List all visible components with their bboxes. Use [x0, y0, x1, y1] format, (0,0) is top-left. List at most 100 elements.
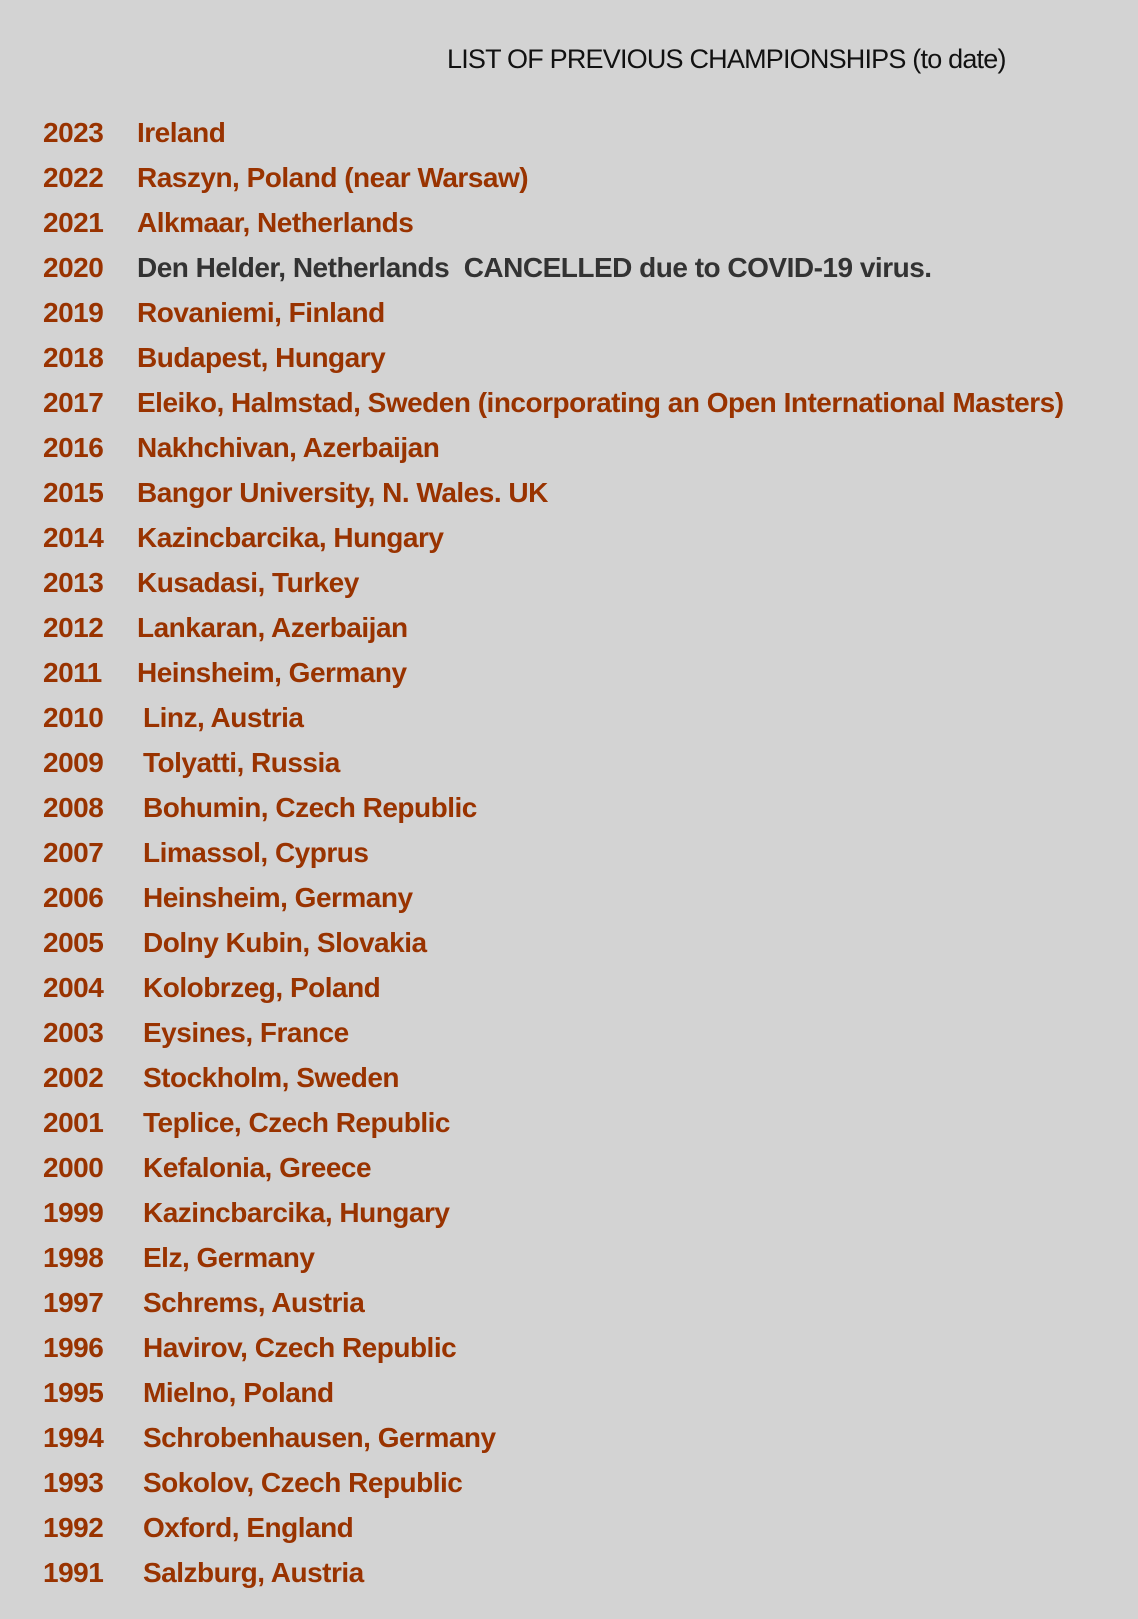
year: 2009	[43, 746, 104, 778]
championship-row: 1995 Mielno, Poland	[43, 1370, 1064, 1415]
venue: Schrems, Austria	[143, 1286, 365, 1318]
venue: Elz, Germany	[143, 1241, 315, 1273]
venue: Bangor University, N. Wales. UK	[137, 476, 548, 508]
venue: Limassol, Cyprus	[143, 836, 369, 868]
championship-row: 2013 Kusadasi, Turkey	[43, 560, 1064, 605]
venue: Salzburg, Austria	[143, 1556, 364, 1588]
championship-row: 2002 Stockholm, Sweden	[43, 1055, 1064, 1100]
year: 2000	[43, 1151, 104, 1183]
championship-row: 1997 Schrems, Austria	[43, 1280, 1064, 1325]
championship-row: 1991 Salzburg, Austria	[43, 1550, 1064, 1595]
year: 2012	[43, 611, 104, 643]
championship-row: 2003 Eysines, France	[43, 1010, 1064, 1055]
year: 1997	[43, 1286, 104, 1318]
venue: Dolny Kubin, Slovakia	[143, 926, 427, 958]
venue: Kusadasi, Turkey	[137, 566, 359, 598]
championship-row: 2014 Kazincbarcika, Hungary	[43, 515, 1064, 560]
championship-row: 2019 Rovaniemi, Finland	[43, 290, 1064, 335]
venue: Alkmaar, Netherlands	[137, 206, 414, 238]
venue: Heinsheim, Germany	[137, 656, 407, 688]
venue: Eleiko, Halmstad, Sweden (incorporating …	[137, 386, 1064, 418]
championship-row: 2020 Den Helder, Netherlands CANCELLED du…	[43, 245, 1064, 290]
championship-row: 2015 Bangor University, N. Wales. UK	[43, 470, 1064, 515]
year: 1996	[43, 1331, 104, 1363]
venue: Budapest, Hungary	[137, 341, 386, 373]
venue: Kefalonia, Greece	[143, 1151, 372, 1183]
championship-row: 2022 Raszyn, Poland (near Warsaw)	[43, 155, 1064, 200]
championship-row: 2018 Budapest, Hungary	[43, 335, 1064, 380]
championship-row: 2006 Heinsheim, Germany	[43, 875, 1064, 920]
year: 2004	[43, 971, 104, 1003]
year: 2020	[43, 251, 104, 283]
championship-row: 2010 Linz, Austria	[43, 695, 1064, 740]
year: 2018	[43, 341, 104, 373]
championship-row: 1996 Havirov, Czech Republic	[43, 1325, 1064, 1370]
championship-row: 2012 Lankaran, Azerbaijan	[43, 605, 1064, 650]
year: 2007	[43, 836, 104, 868]
championship-row: 2009 Tolyatti, Russia	[43, 740, 1064, 785]
year: 2001	[43, 1106, 104, 1138]
venue: Oxford, England	[143, 1511, 354, 1543]
championship-row: 2008 Bohumin, Czech Republic	[43, 785, 1064, 830]
venue: Ireland	[137, 116, 226, 148]
venue: Bohumin, Czech Republic	[143, 791, 477, 823]
year: 2013	[43, 566, 104, 598]
venue: Linz, Austria	[143, 701, 304, 733]
venue: Stockholm, Sweden	[143, 1061, 400, 1093]
year: 2008	[43, 791, 104, 823]
venue: Nakhchivan, Azerbaijan	[137, 431, 440, 463]
venue: Rovaniemi, Finland	[137, 296, 385, 328]
year: 2005	[43, 926, 104, 958]
venue: Raszyn, Poland (near Warsaw)	[137, 161, 529, 193]
year: 1995	[43, 1376, 104, 1408]
year: 2016	[43, 431, 104, 463]
venue: Kolobrzeg, Poland	[143, 971, 381, 1003]
venue: Havirov, Czech Republic	[143, 1331, 457, 1363]
year: 1999	[43, 1196, 104, 1228]
year: 2002	[43, 1061, 104, 1093]
championship-row: 2021 Alkmaar, Netherlands	[43, 200, 1064, 245]
championship-list: 2023 Ireland 2022 Raszyn, Poland (near Wars…	[43, 110, 1064, 1595]
championship-row: 2001 Teplice, Czech Republic	[43, 1100, 1064, 1145]
venue: Tolyatti, Russia	[143, 746, 340, 778]
championship-row: 1999 Kazincbarcika, Hungary	[43, 1190, 1064, 1235]
venue: Kazincbarcika, Hungary	[137, 521, 444, 553]
championship-row: 2016 Nakhchivan, Azerbaijan	[43, 425, 1064, 470]
championship-row: 1993 Sokolov, Czech Republic	[43, 1460, 1064, 1505]
year: 1994	[43, 1421, 104, 1453]
year: 2006	[43, 881, 104, 913]
year: 2023	[43, 116, 104, 148]
championship-row: 2017 Eleiko, Halmstad, Sweden (incorporat…	[43, 380, 1064, 425]
venue: Kazincbarcika, Hungary	[143, 1196, 450, 1228]
year: 2011	[43, 656, 102, 688]
venue: Sokolov, Czech Republic	[143, 1466, 463, 1498]
championship-row: 1992 Oxford, England	[43, 1505, 1064, 1550]
venue: Heinsheim, Germany	[143, 881, 413, 913]
year: 2017	[43, 386, 104, 418]
year: 1998	[43, 1241, 104, 1273]
championship-row: 2023 Ireland	[43, 110, 1064, 155]
year: 2003	[43, 1016, 104, 1048]
championship-row: 2005 Dolny Kubin, Slovakia	[43, 920, 1064, 965]
year: 2021	[43, 206, 104, 238]
year: 2019	[43, 296, 104, 328]
venue: Lankaran, Azerbaijan	[137, 611, 408, 643]
championship-row: 1998 Elz, Germany	[43, 1235, 1064, 1280]
year: 2010	[43, 701, 104, 733]
year: 1991	[43, 1556, 104, 1588]
championship-row: 1994 Schrobenhausen, Germany	[43, 1415, 1064, 1460]
championship-row: 2007 Limassol, Cyprus	[43, 830, 1064, 875]
venue: Schrobenhausen, Germany	[143, 1421, 496, 1453]
year: 1992	[43, 1511, 104, 1543]
page-title: LIST OF PREVIOUS CHAMPIONSHIPS (to date)	[447, 44, 1006, 74]
championship-row: 2004 Kolobrzeg, Poland	[43, 965, 1064, 1010]
year: 2015	[43, 476, 104, 508]
championship-row: 2011 Heinsheim, Germany	[43, 650, 1064, 695]
venue: Den Helder, Netherlands CANCELLED due to…	[137, 251, 932, 283]
championship-row: 2000 Kefalonia, Greece	[43, 1145, 1064, 1190]
year: 1993	[43, 1466, 104, 1498]
venue: Eysines, France	[143, 1016, 349, 1048]
year: 2022	[43, 161, 104, 193]
venue: Mielno, Poland	[143, 1376, 334, 1408]
year: 2014	[43, 521, 104, 553]
